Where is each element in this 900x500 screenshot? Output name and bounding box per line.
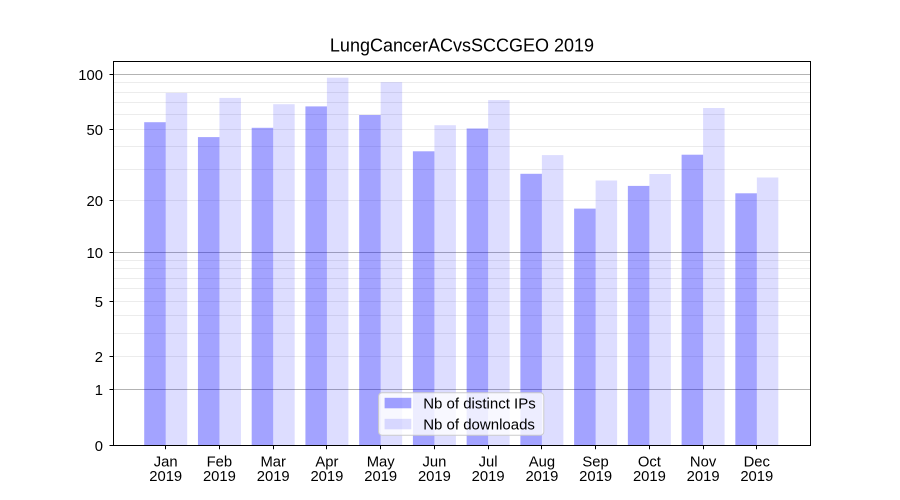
svg-text:2019: 2019 <box>310 469 343 485</box>
svg-text:Jun: Jun <box>422 455 446 471</box>
svg-text:2019: 2019 <box>525 469 558 485</box>
svg-text:100: 100 <box>78 68 103 84</box>
svg-text:2019: 2019 <box>633 469 666 485</box>
svg-text:10: 10 <box>87 246 103 262</box>
svg-text:May: May <box>367 455 396 471</box>
svg-text:50: 50 <box>87 123 103 139</box>
svg-text:2019: 2019 <box>579 469 612 485</box>
svg-text:20: 20 <box>87 194 103 210</box>
svg-text:5: 5 <box>95 295 103 311</box>
svg-text:2019: 2019 <box>472 469 505 485</box>
svg-text:2019: 2019 <box>149 469 182 485</box>
svg-text:2019: 2019 <box>203 469 236 485</box>
svg-text:0: 0 <box>95 439 103 455</box>
svg-text:Dec: Dec <box>744 455 771 471</box>
svg-text:Nb of downloads: Nb of downloads <box>423 416 535 433</box>
svg-text:Nb of distinct IPs: Nb of distinct IPs <box>423 395 536 412</box>
svg-text:Jan: Jan <box>154 455 178 471</box>
svg-text:LungCancerACvsSCCGEO 2019: LungCancerACvsSCCGEO 2019 <box>330 36 594 56</box>
svg-text:Jul: Jul <box>479 455 498 471</box>
svg-text:2019: 2019 <box>257 469 290 485</box>
svg-text:Sep: Sep <box>582 455 608 471</box>
svg-text:2019: 2019 <box>740 469 773 485</box>
svg-text:2019: 2019 <box>418 469 451 485</box>
svg-text:Aug: Aug <box>529 455 555 471</box>
svg-text:Apr: Apr <box>315 455 338 471</box>
svg-text:Oct: Oct <box>638 455 661 471</box>
svg-text:Mar: Mar <box>260 455 286 471</box>
svg-text:1: 1 <box>95 383 103 399</box>
svg-text:2: 2 <box>95 350 103 366</box>
svg-text:Feb: Feb <box>207 455 233 471</box>
svg-text:Nov: Nov <box>690 455 717 471</box>
svg-text:2019: 2019 <box>687 469 720 485</box>
svg-text:2019: 2019 <box>364 469 397 485</box>
